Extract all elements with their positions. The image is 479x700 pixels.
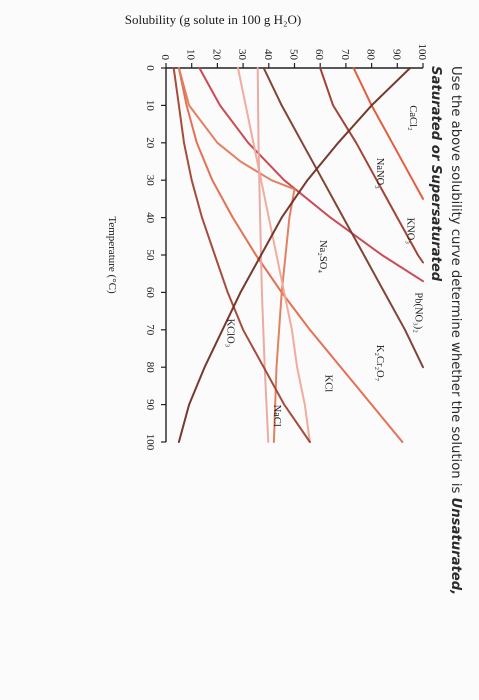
chart-axes: 0 10 20 30 40 50 60 70 80 90 100 0 10 20 30 40 50 60 70 80 9… (144, 44, 428, 451)
x-tick-label: 50 (144, 250, 156, 262)
x-tick-label: 60 (144, 287, 156, 299)
x-tick-label: 30 (144, 175, 156, 187)
y-axis-label: Solubility (g solute in 100 g H₂O) (125, 12, 301, 27)
curve-unlabeled (177, 67, 412, 443)
series-label: NaCl (271, 405, 282, 427)
x-tick-label: 90 (144, 399, 156, 411)
series-label: Pb(NO₃)₂ (412, 292, 423, 333)
x-tick-label: 0 (144, 65, 156, 71)
series-label: NaNO₃ (374, 158, 385, 189)
y-tick-label: 100 (416, 44, 428, 61)
curve-labels: CaCl₂ NaNO₃ KNO₃ Pb(NO₃)₂ K₂Cr₂O₇ Na₂SO₄ KCl Na… (225, 105, 424, 426)
question-term-unsaturated: Unsaturated, (448, 497, 463, 596)
curve-series-0 (319, 67, 424, 264)
x-tick-label: 70 (144, 324, 156, 336)
curve-series-8 (172, 67, 311, 443)
curve-series-5 (177, 67, 296, 443)
curve-series-7 (256, 67, 270, 443)
question-line-2: Saturated or Supersaturated (428, 66, 443, 282)
question-line-1: Use the above solubility curve determine… (448, 66, 463, 595)
question-prefix: Use the above solubility curve determine… (448, 66, 463, 498)
series-label: KNO₃ (405, 218, 416, 245)
series-label: CaCl₂ (407, 105, 418, 131)
y-tick-label: 30 (236, 49, 248, 61)
series-label: KClO₃ (225, 319, 236, 348)
x-tick-label: 20 (144, 137, 156, 149)
curve-series-1 (352, 67, 424, 200)
x-tick-label: 40 (144, 212, 156, 224)
curve-series-6 (237, 67, 311, 443)
series-label: Na₂SO₄ (317, 240, 328, 273)
y-tick-label: 10 (185, 49, 197, 61)
curve-series-4 (177, 67, 404, 443)
y-tick-label: 20 (210, 49, 222, 61)
y-tick-label: 50 (288, 49, 300, 61)
x-tick-label: 100 (144, 434, 156, 451)
y-tick-label: 90 (390, 49, 402, 61)
curve-series-2 (198, 67, 424, 283)
y-tick-label: 70 (339, 49, 351, 61)
series-label: K₂Cr₂O₇ (374, 345, 385, 382)
curve-series-3 (262, 67, 424, 369)
solubility-curves (172, 67, 424, 443)
x-tick-label: 10 (144, 100, 156, 112)
series-label: KCl (322, 375, 333, 393)
y-tick-label: 80 (365, 49, 377, 61)
x-axis-label: Temperature (°C) (106, 216, 118, 294)
y-tick-label: 0 (159, 55, 171, 61)
y-tick-label: 40 (262, 49, 274, 61)
x-tick-label: 80 (144, 362, 156, 374)
y-tick-label: 60 (313, 49, 325, 61)
